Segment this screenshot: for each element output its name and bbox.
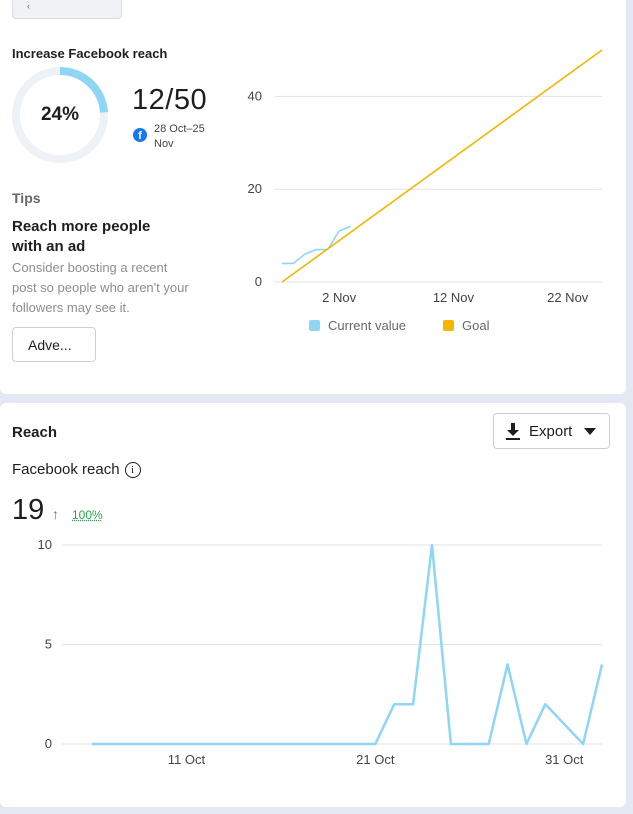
x-tick-label: 21 Oct (356, 752, 395, 767)
progress-ring (12, 67, 108, 163)
download-icon (506, 423, 520, 440)
facebook-icon: f (133, 128, 147, 142)
series-line-goal (281, 49, 603, 283)
y-tick-label: 40 (248, 88, 262, 103)
x-tick-label: 11 Oct (168, 752, 206, 767)
legend-goal-swatch (443, 320, 454, 331)
metric-label: Facebook reach i (12, 461, 141, 478)
x-tick-label: 31 Oct (545, 752, 584, 767)
info-icon[interactable]: i (124, 462, 141, 478)
legend-goal-label: Goal (462, 318, 490, 333)
metric-value: 19 (12, 494, 45, 526)
legend-current: Current value (309, 318, 406, 333)
series-line-current-value (282, 225, 351, 265)
goal-title: Increase Facebook reach (12, 46, 168, 61)
progress-count: 12/50 (132, 84, 208, 116)
series-line-facebook-reach (92, 543, 604, 746)
reach-title: Reach (12, 424, 58, 441)
legend-goal: Goal (443, 318, 489, 333)
goal-date-range: 28 Oct–25 Nov (154, 123, 205, 150)
y-tick-label: 10 (38, 537, 52, 552)
x-tick-label: 12 Nov (433, 290, 475, 305)
tips-label: Tips (12, 190, 41, 206)
up-arrow-icon: ↑ (52, 506, 59, 522)
advertise-button[interactable]: Adve... (12, 327, 96, 362)
x-tick-label: 22 Nov (547, 290, 589, 305)
y-tick-label: 0 (255, 274, 262, 289)
legend-current-swatch (309, 320, 320, 331)
reach-card (0, 403, 626, 807)
export-label: Export (529, 423, 573, 440)
reach-chart: 0 5 10 11 Oct 21 Oct 31 Oct (38, 537, 604, 767)
legend-current-label: Current value (328, 318, 407, 333)
chevron-down-icon (584, 428, 596, 435)
y-tick-label: 20 (248, 181, 262, 196)
y-tick-label: 5 (45, 637, 52, 652)
change-percent[interactable]: 100% (72, 508, 103, 522)
progress-percent: 24% (40, 104, 80, 125)
ring-progress-arc (59, 67, 108, 113)
metric-label-text: Facebook reach (12, 461, 120, 478)
goal-progress-chart: 0 20 40 2 Nov 12 Nov 22 Nov (248, 49, 603, 305)
tip-body: Consider boosting a recent post so peopl… (12, 260, 189, 315)
collapsed-button[interactable]: ‹ (12, 0, 122, 19)
tip-title: Reach more people with an ad (12, 218, 151, 255)
export-button[interactable]: Export (493, 413, 610, 449)
y-tick-label: 0 (45, 736, 52, 751)
x-tick-label: 2 Nov (322, 290, 356, 305)
